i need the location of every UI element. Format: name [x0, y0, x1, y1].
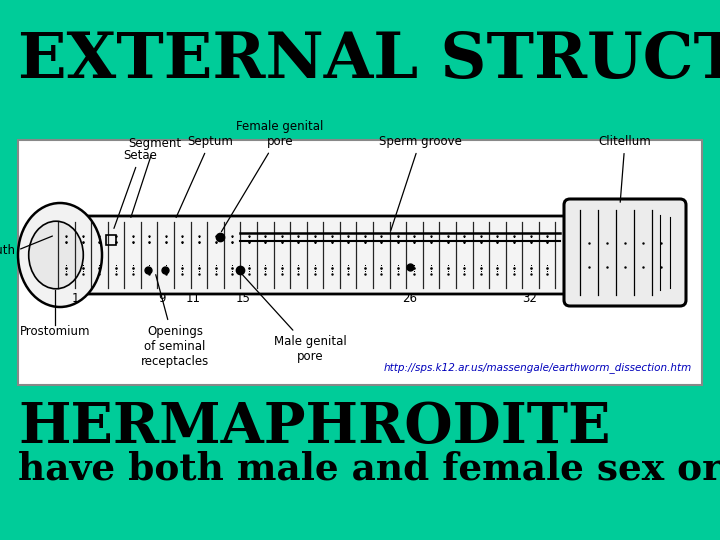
Text: 26: 26 — [402, 292, 418, 305]
Text: Female genital
pore: Female genital pore — [222, 120, 324, 232]
Ellipse shape — [18, 203, 102, 307]
Text: EXTERNAL STRUCTURES: EXTERNAL STRUCTURES — [18, 30, 720, 91]
Text: Sperm groove: Sperm groove — [379, 135, 462, 231]
Text: http://sps.k12.ar.us/massengale/earthworm_dissection.htm: http://sps.k12.ar.us/massengale/earthwor… — [384, 362, 692, 373]
Text: Openings
of seminal
receptacles: Openings of seminal receptacles — [141, 275, 209, 368]
Text: Segment: Segment — [128, 137, 181, 218]
Text: 11: 11 — [186, 292, 200, 305]
Ellipse shape — [29, 221, 84, 289]
Text: 32: 32 — [523, 292, 537, 305]
Text: Setae: Setae — [114, 149, 157, 228]
Text: Prostomium: Prostomium — [20, 325, 91, 338]
Text: 9: 9 — [158, 292, 166, 305]
Text: Male genital
pore: Male genital pore — [242, 274, 346, 363]
Text: Septum: Septum — [176, 135, 233, 218]
Text: HERMAPHRODITE: HERMAPHRODITE — [18, 400, 611, 455]
Text: 15: 15 — [235, 292, 251, 305]
Bar — [18, 140, 702, 385]
Text: Clitellum: Clitellum — [598, 135, 652, 202]
Text: Mouth: Mouth — [0, 244, 16, 256]
Text: have both male and female sex organs: have both male and female sex organs — [18, 450, 720, 488]
FancyBboxPatch shape — [46, 216, 584, 294]
Text: 1: 1 — [71, 292, 78, 305]
Bar — [106, 235, 116, 245]
FancyBboxPatch shape — [564, 199, 686, 306]
